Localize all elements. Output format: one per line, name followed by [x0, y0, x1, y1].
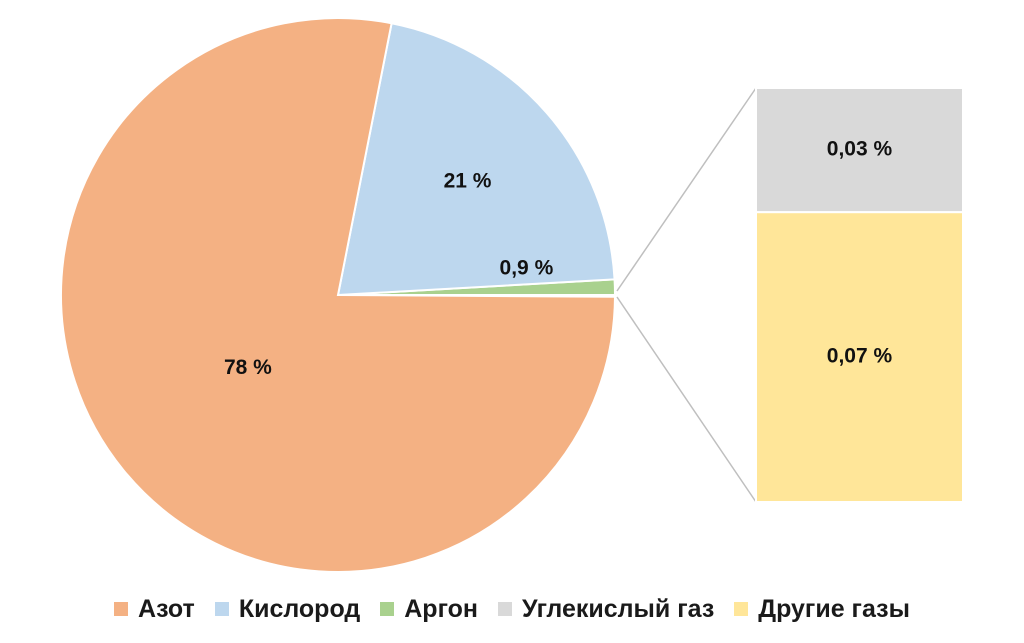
legend-swatch-kislorod	[214, 602, 229, 616]
legend: Азот Кислород Аргон Углекислый газ Други…	[0, 589, 1024, 629]
legend-label-co2: Углекислый газ	[522, 594, 715, 623]
pie-slices	[60, 17, 617, 573]
breakout-bar-segment-other-gases	[755, 211, 964, 503]
pie-slice-azot	[60, 17, 616, 573]
data-label-other-gases: 0,07 %	[827, 345, 893, 368]
legend-swatch-argon	[380, 602, 395, 616]
legend-label-argon: Аргон	[404, 594, 479, 623]
pie-slice-kislorod	[336, 22, 616, 297]
legend-swatch-other-gases	[734, 602, 749, 616]
legend-label-other-gases: Другие газы	[758, 594, 910, 623]
legend-swatch-azot	[114, 602, 129, 616]
legend-item-other-gases: Другие газы	[734, 595, 910, 624]
legend-item-co2: Углекислый газ	[498, 595, 714, 624]
breakout-bar-segment-co2	[755, 87, 964, 214]
data-label-co2: 0,03 %	[827, 138, 893, 161]
connector-line-bottom	[616, 296, 757, 503]
connector-lines	[616, 87, 757, 503]
data-label-azot: 78 %	[224, 356, 272, 379]
legend-label-azot: Азот	[138, 594, 195, 623]
breakout-bar	[755, 87, 964, 503]
connector-line-top	[616, 87, 757, 292]
data-label-kislorod: 21 %	[444, 170, 492, 193]
legend-item-azot: Азот	[114, 595, 195, 624]
legend-label-kislorod: Кислород	[238, 594, 361, 623]
data-labels: 0,9 % 21 % 78 % 0,03 % 0,07 %	[224, 138, 893, 380]
legend-swatch-co2	[498, 602, 513, 616]
legend-item-argon: Аргон	[380, 595, 478, 624]
legend-item-kislorod: Кислород	[214, 594, 361, 624]
data-label-argon: 0,9 %	[500, 257, 554, 280]
